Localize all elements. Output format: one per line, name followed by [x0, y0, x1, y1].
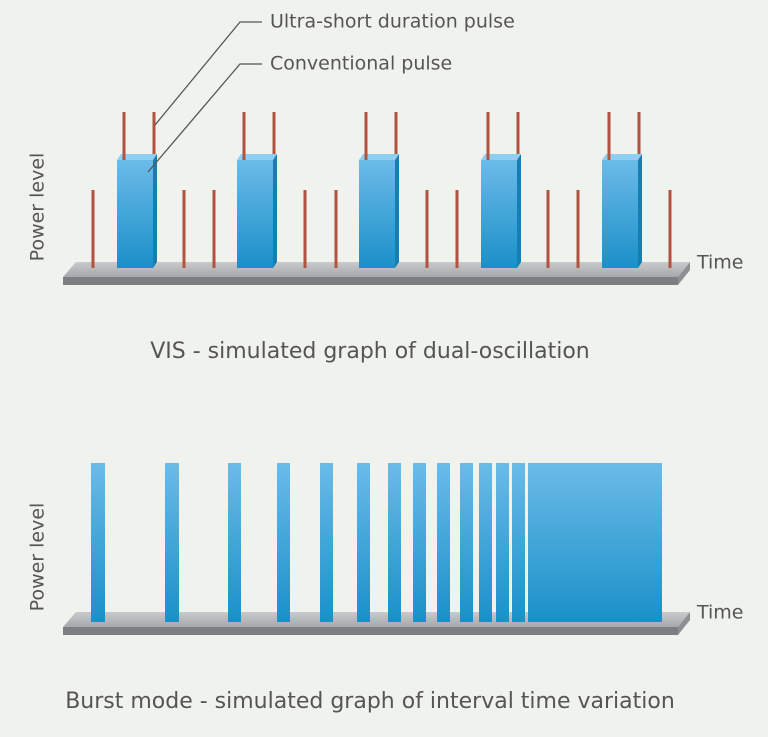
burst-bar — [479, 463, 492, 622]
burst-bar — [512, 463, 525, 622]
burst-bar — [320, 463, 333, 622]
burst-bar — [357, 463, 370, 622]
burst-bar — [460, 463, 473, 622]
box-side — [273, 154, 277, 268]
top-diagram: Ultra-short duration pulse Conventional … — [27, 11, 744, 365]
box-front — [602, 160, 638, 268]
platform-edge — [63, 277, 678, 285]
legend-label: Ultra-short duration pulse — [270, 11, 515, 33]
box-side — [153, 154, 157, 268]
box-front — [359, 160, 395, 268]
burst-bar — [277, 463, 290, 622]
burst-bar — [437, 463, 450, 622]
burst-bar — [528, 463, 662, 622]
leader-line — [154, 21, 262, 126]
bottom-diagram: Power level Time Burst mode - simulated … — [27, 463, 744, 714]
burst-bar — [388, 463, 401, 622]
conventional-pulses — [117, 154, 642, 268]
burst-pulses — [91, 463, 662, 622]
box-top — [481, 154, 521, 160]
box-front — [237, 160, 273, 268]
box-front — [117, 160, 153, 268]
caption: VIS - simulated graph of dual-oscillatio… — [150, 339, 590, 364]
burst-bar — [228, 463, 241, 622]
legend-label: Conventional pulse — [270, 53, 452, 75]
burst-bar — [91, 463, 105, 622]
box-side — [395, 154, 399, 268]
box-side — [638, 154, 642, 268]
box-top — [359, 154, 399, 160]
platform — [63, 262, 690, 277]
burst-bar — [413, 463, 426, 622]
box-side — [517, 154, 521, 268]
burst-bar — [165, 463, 179, 622]
box-top — [117, 154, 157, 160]
x-axis-label: Time — [696, 252, 744, 274]
platform-edge — [63, 627, 678, 635]
box-front — [481, 160, 517, 268]
y-axis-label: Power level — [27, 503, 49, 612]
leader-line — [147, 63, 262, 173]
burst-bar — [496, 463, 509, 622]
ultra-short-pulses — [91, 112, 672, 268]
caption: Burst mode - simulated graph of interval… — [65, 689, 675, 714]
box-top — [237, 154, 277, 160]
y-axis-label: Power level — [27, 153, 49, 262]
box-top — [602, 154, 642, 160]
x-axis-label: Time — [696, 602, 744, 624]
